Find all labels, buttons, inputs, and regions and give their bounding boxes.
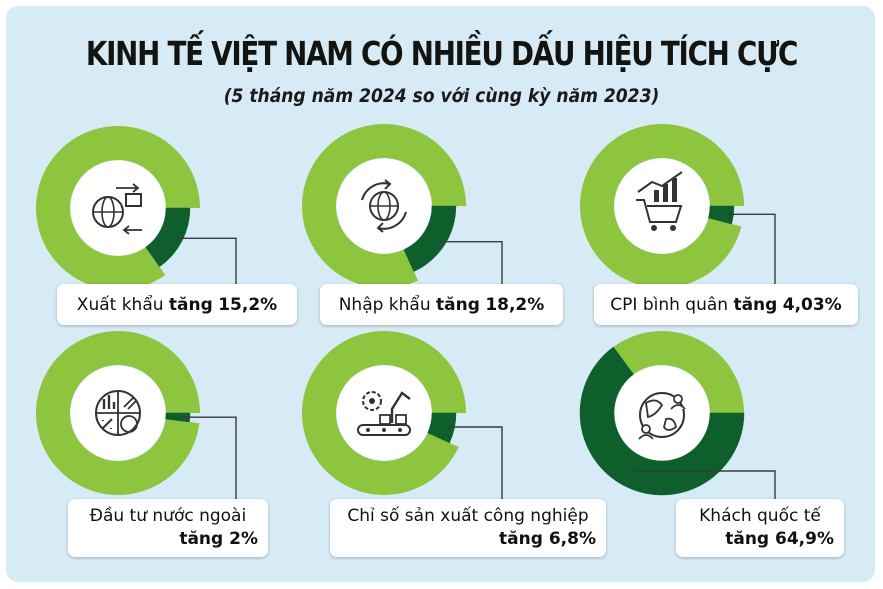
- donut-highlight-3: [165, 412, 191, 423]
- label-text: Nhập khẩu: [338, 294, 431, 315]
- shopping-cart-chart-icon: [636, 171, 683, 231]
- label-increase: tăng: [733, 294, 778, 315]
- connector-line-2: [727, 213, 776, 284]
- label-cpi: CPI bình quân tăng 4,03%: [594, 284, 858, 325]
- donut-ring-3: [35, 331, 201, 496]
- label-text: Đầu tư nước ngoài: [89, 506, 247, 526]
- label-value: 15,2%: [218, 294, 278, 315]
- donut-center-0: [70, 160, 166, 256]
- donut-ring-2: [579, 124, 744, 289]
- donut-highlight-4: [427, 412, 457, 444]
- industrial-robot-icon: [357, 391, 411, 436]
- label-increase: tăng: [499, 529, 543, 549]
- connector-line-1: [439, 241, 503, 284]
- globe-import-icon: [361, 179, 407, 233]
- label-chi-so-san-xuat: Chỉ số sản xuất công nghiệp tăng 6,8%: [330, 499, 606, 557]
- page-title: KINH TẾ VIỆT NAM CÓ NHIỀU DẤU HIỆU TÍCH …: [85, 34, 798, 73]
- label-increase: tăng: [168, 294, 213, 315]
- donut-highlight-0: [145, 207, 191, 268]
- label-dau-tu-nuoc-ngoai: Đầu tư nước ngoài tăng 2%: [68, 499, 268, 557]
- label-increase: tăng: [725, 529, 770, 549]
- donut-highlight-1: [403, 205, 457, 272]
- globe-people-icon: [638, 392, 686, 440]
- donut-highlight-5: [579, 346, 745, 496]
- label-text: CPI bình quân: [610, 294, 729, 315]
- label-text: Khách quốc tế: [699, 506, 821, 526]
- donut-ring-1: [302, 123, 466, 288]
- donut-highlight-2: [708, 205, 735, 225]
- label-khach-quoc-te: Khách quốc tế tăng 64,9%: [676, 499, 844, 557]
- label-text: Xuất khẩu: [76, 294, 164, 315]
- donut-center-5: [614, 365, 710, 461]
- donut-ring-5: [613, 330, 744, 413]
- label-value: 18,2%: [485, 294, 545, 315]
- connector-line-0: [176, 237, 237, 284]
- page-subtitle: (5 tháng năm 2024 so với cùng kỳ năm 202…: [223, 85, 660, 107]
- label-text: Chỉ số sản xuất công nghiệp: [347, 506, 589, 526]
- label-value: 2%: [229, 529, 258, 549]
- label-value: 4,03%: [782, 294, 842, 315]
- globe-export-icon: [92, 183, 142, 235]
- label-value: 6,8%: [548, 529, 596, 549]
- label-nhap-khau: Nhập khẩu tăng 18,2%: [320, 284, 563, 325]
- donut-ring-0: [35, 126, 200, 291]
- investment-pie-icon: [95, 390, 141, 436]
- label-increase: tăng: [179, 529, 224, 549]
- connector-line-4: [448, 426, 503, 499]
- connector-line-5: [632, 470, 776, 499]
- connector-line-3: [183, 416, 237, 499]
- donut-ring-4: [301, 331, 466, 495]
- donut-center-4: [336, 365, 432, 461]
- label-value: 64,9%: [775, 529, 834, 549]
- label-increase: tăng: [436, 294, 480, 315]
- label-xuat-khau: Xuất khẩu tăng 15,2%: [57, 284, 297, 325]
